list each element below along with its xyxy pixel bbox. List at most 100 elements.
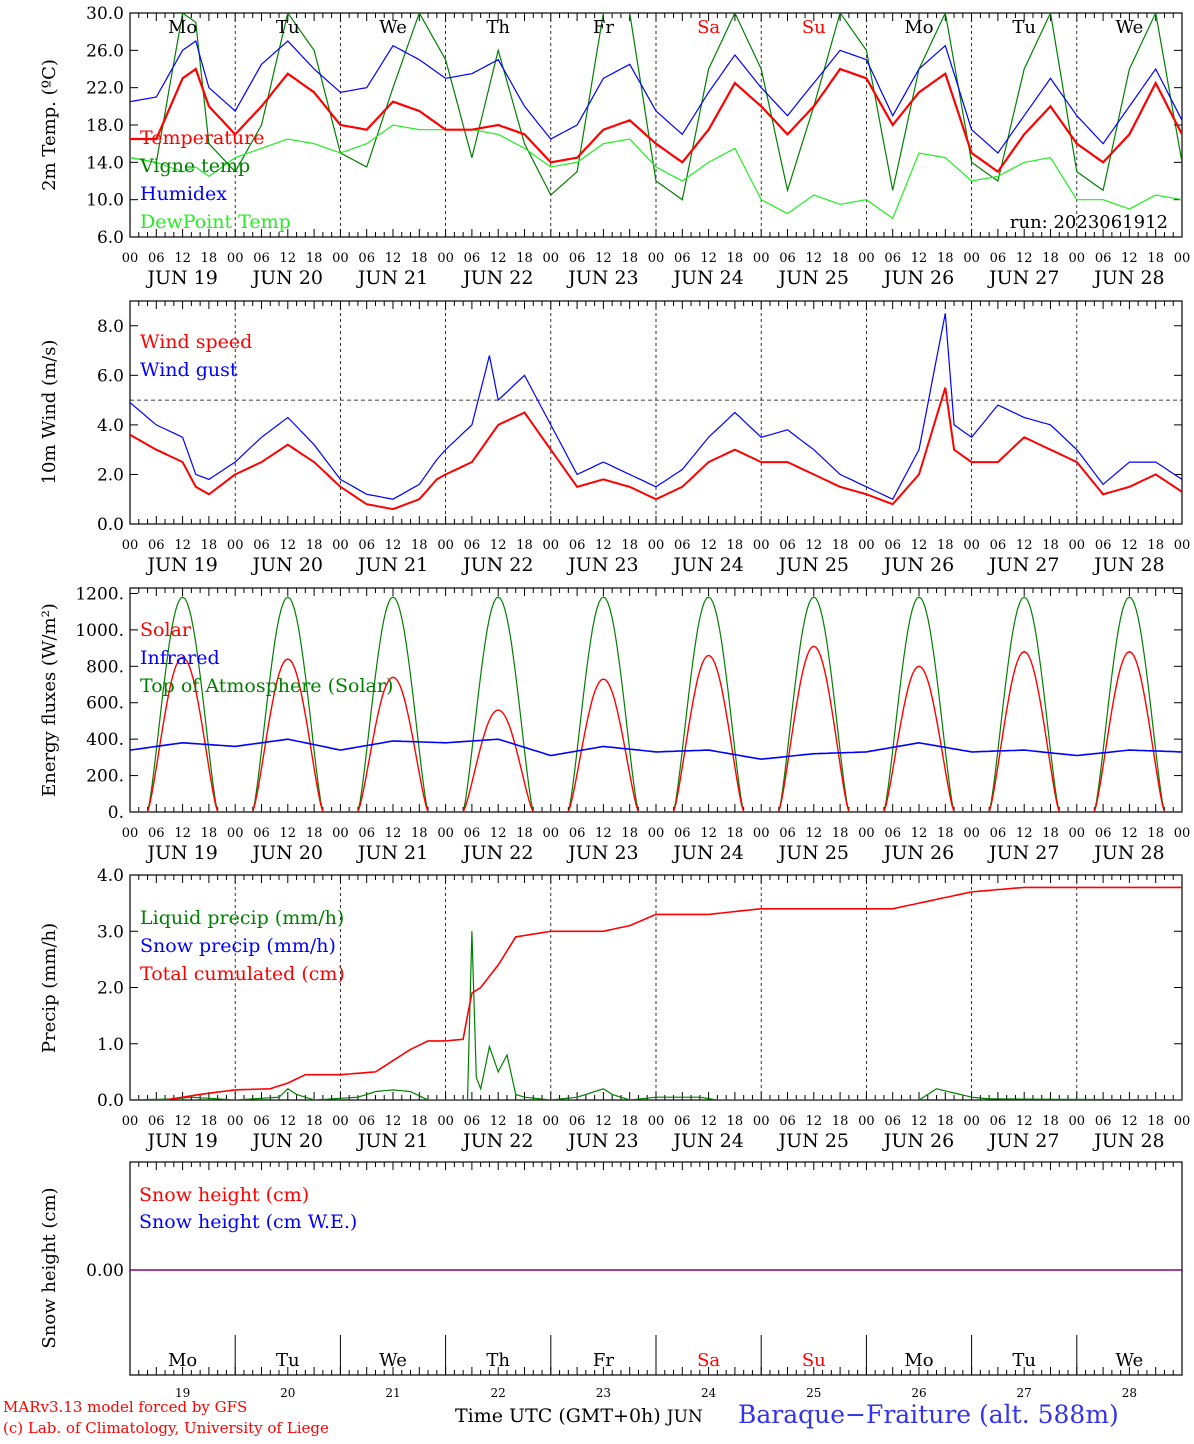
wind-hour-label: 06 (464, 538, 481, 553)
temp-hour-label: 06 (464, 251, 481, 266)
temp-weekday-label: We (379, 17, 407, 38)
energy-hour-label: 06 (674, 826, 691, 841)
energy-hour-label: 06 (990, 826, 1007, 841)
snow-day-number: 26 (911, 1386, 926, 1400)
energy-y-tick-label: 600. (86, 694, 124, 714)
wind-hour-label: 06 (253, 538, 270, 553)
temp-hour-label: 00 (1174, 251, 1191, 266)
precip-hour-label: 06 (148, 1114, 165, 1129)
precip-hour-label: 12 (595, 1114, 612, 1129)
wind-hour-label: 06 (569, 538, 586, 553)
energy-date-label: JUN 22 (461, 842, 533, 864)
temp-weekday-label: Tu (276, 17, 300, 38)
energy-hour-label: 18 (201, 826, 218, 841)
liquid-precip-line (130, 931, 1182, 1100)
precip-hour-label: 06 (358, 1114, 375, 1129)
precip-hour-label: 00 (332, 1114, 349, 1129)
energy-hour-label: 12 (385, 826, 402, 841)
energy-hour-label: 12 (911, 826, 928, 841)
energy-hour-label: 06 (1095, 826, 1112, 841)
precip-hour-label: 18 (1042, 1114, 1059, 1129)
precip-y-tick-label: 2.0 (97, 979, 124, 999)
energy-hour-label: 00 (437, 826, 454, 841)
wind-speed-line (130, 387, 1182, 511)
temp-hour-label: 12 (911, 251, 928, 266)
station-name: Baraque−Fraiture (alt. 588m) (738, 1400, 1119, 1429)
temp-weekday-label: We (1116, 17, 1144, 38)
wind-date-label: JUN 25 (777, 554, 849, 576)
temp-hour-label: 18 (937, 251, 954, 266)
energy-legend-entry: Infrared (140, 647, 220, 669)
wind-hour-label: 12 (1016, 538, 1033, 553)
precip-hour-label: 00 (227, 1114, 244, 1129)
temp-hour-label: 06 (569, 251, 586, 266)
energy-hour-label: 12 (700, 826, 717, 841)
precip-legend-entry: Total cumulated (cm) (140, 963, 345, 985)
precip-date-label: JUN 27 (987, 1130, 1059, 1152)
wind-hour-label: 12 (490, 538, 507, 553)
precip-y-tick-label: 3.0 (97, 922, 124, 942)
wind-hour-label: 00 (332, 538, 349, 553)
temp-y-tick-label: 10.0 (86, 191, 124, 211)
energy-date-label: JUN 21 (356, 842, 428, 864)
wind-legend-entry: Wind gust (140, 359, 238, 381)
temp-hour-label: 12 (700, 251, 717, 266)
snow-day-number: 27 (1017, 1386, 1032, 1400)
precip-hour-label: 00 (753, 1114, 770, 1129)
energy-y-tick-label: 200. (86, 767, 124, 787)
temperature-panel: 6.0 10.0 14.0 18.0 22.0 26.0 30.0 2m Temp. (ºC)… (39, 4, 1190, 289)
precip-hour-label: 18 (516, 1114, 533, 1129)
precip-date-label: JUN 24 (671, 1130, 743, 1152)
precip-hour-label: 12 (174, 1114, 191, 1129)
temp-hour-label: 12 (595, 251, 612, 266)
wind-hour-label: 00 (753, 538, 770, 553)
credit-line-1: MARv3.13 model forced by GFS (3, 1398, 248, 1416)
wind-hour-label: 18 (306, 538, 323, 553)
precip-date-label: JUN 22 (461, 1130, 533, 1152)
precip-date-label: JUN 28 (1092, 1130, 1164, 1152)
snow-weekday-label: Th (486, 1350, 510, 1371)
temp-date-label: JUN 19 (145, 267, 217, 289)
precip-hour-label: 12 (280, 1114, 297, 1129)
wind-hour-label: 18 (1147, 538, 1164, 553)
temp-date-label: JUN 24 (671, 267, 743, 289)
precip-hour-label: 00 (648, 1114, 665, 1129)
temp-weekday-label: Sa (697, 17, 720, 38)
energy-hour-label: 18 (516, 826, 533, 841)
precip-y-axis-label: Precip (mm/h) (39, 923, 60, 1053)
energy-hour-label: 00 (753, 826, 770, 841)
temp-y-tick-label: 22.0 (86, 79, 124, 99)
precip-date-label: JUN 19 (145, 1130, 217, 1152)
temp-y-tick-label: 18.0 (86, 116, 124, 136)
wind-y-tick-label: 0.0 (97, 515, 124, 535)
energy-hour-label: 00 (858, 826, 875, 841)
temp-y-tick-label: 26.0 (86, 41, 124, 61)
energy-hour-label: 18 (1042, 826, 1059, 841)
temp-y-tick-label: 6.0 (97, 228, 124, 248)
infrared-line (130, 738, 1182, 761)
wind-hour-label: 06 (674, 538, 691, 553)
snow-day-number: 19 (175, 1386, 190, 1400)
energy-frame (129, 587, 1183, 813)
energy-hour-label: 00 (648, 826, 665, 841)
precip-hour-label: 12 (806, 1114, 823, 1129)
precip-hour-label: 06 (253, 1114, 270, 1129)
month-label: JUN (666, 1407, 703, 1427)
snow-weekday-label: Mo (168, 1350, 197, 1371)
temp-legend-entry: Temperature (140, 127, 264, 149)
wind-date-label: JUN 21 (356, 554, 428, 576)
energy-legend-entry: Top of Atmosphere (Solar) (140, 675, 393, 697)
temp-date-label: JUN 22 (461, 267, 533, 289)
wind-hour-label: 12 (806, 538, 823, 553)
energy-hour-label: 00 (122, 826, 139, 841)
toa-solar-line (130, 596, 1182, 812)
temp-hour-label: 00 (858, 251, 875, 266)
temp-hour-label: 06 (779, 251, 796, 266)
temp-hour-label: 18 (727, 251, 744, 266)
precip-date-label: JUN 25 (777, 1130, 849, 1152)
temp-hour-label: 18 (516, 251, 533, 266)
precip-date-label: JUN 23 (566, 1130, 638, 1152)
precip-hour-label: 12 (1121, 1114, 1138, 1129)
